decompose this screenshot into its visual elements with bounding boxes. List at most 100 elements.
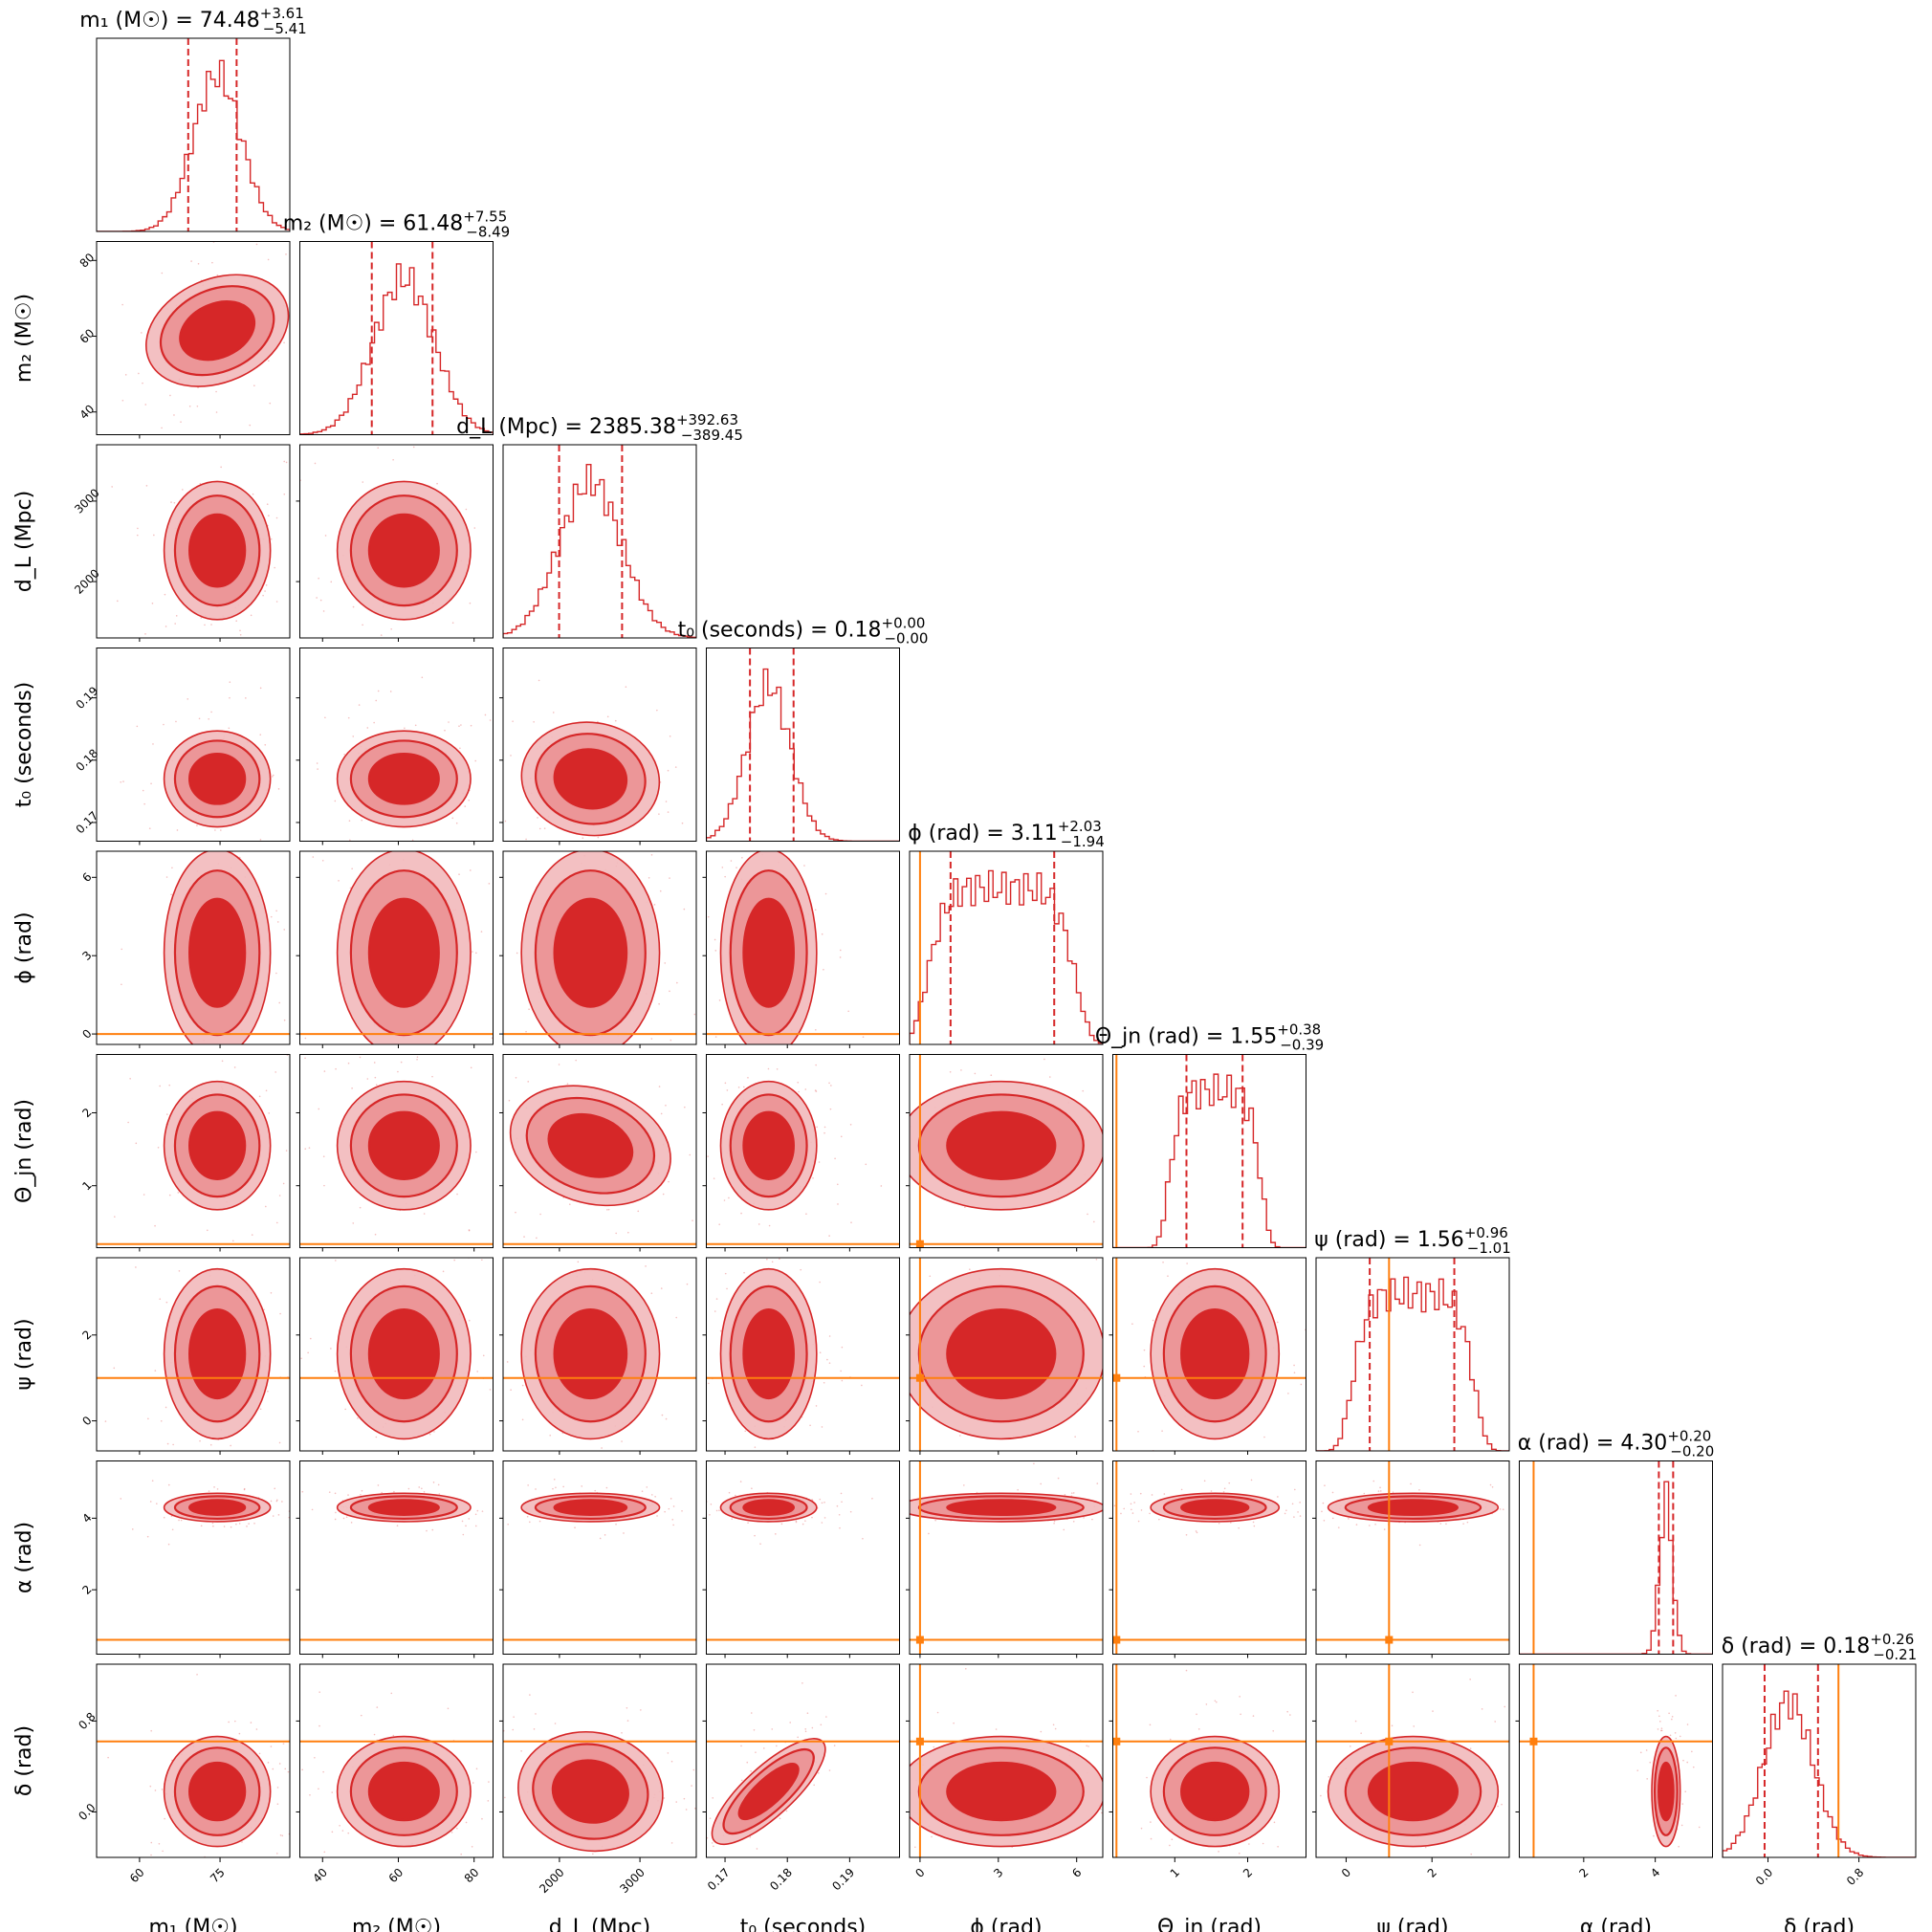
scatter-point [1074, 1436, 1076, 1438]
scatter-point [129, 1077, 131, 1080]
scatter-point [902, 1782, 904, 1784]
scatter-point [456, 1827, 458, 1830]
scatter-point [872, 1861, 874, 1863]
scatter-point [1169, 1844, 1171, 1847]
scatter-point [1649, 1761, 1652, 1764]
panel-alpha-vs-psi [1311, 1460, 1509, 1655]
x-axis-label-theta_jn: Θ_jn (rad) [1157, 1916, 1262, 1932]
scatter-point [621, 1261, 623, 1262]
scatter-point [1108, 1775, 1109, 1777]
scatter-point [309, 771, 311, 773]
scatter-point [1311, 1488, 1313, 1490]
scatter-point [828, 1769, 831, 1771]
scatter-point [1152, 1319, 1154, 1322]
scatter-point [740, 1745, 742, 1747]
scatter-point [165, 1301, 168, 1304]
scatter-point [741, 856, 743, 859]
scatter-point [1053, 1520, 1056, 1523]
scatter-point [516, 817, 517, 819]
scatter-point [171, 867, 173, 869]
scatter-point [1659, 1870, 1661, 1872]
scatter-point [113, 1367, 116, 1370]
scatter-point [1636, 1769, 1639, 1771]
scatter-point [604, 1534, 606, 1536]
scatter-point [712, 1797, 714, 1799]
scatter-point [274, 235, 275, 237]
scatter-point [459, 747, 461, 750]
scatter-point [685, 1212, 687, 1214]
scatter-point [839, 956, 842, 958]
scatter-point [161, 1229, 163, 1231]
scatter-point [974, 1072, 977, 1075]
scatter-point [360, 1714, 362, 1717]
scatter-point [1311, 1837, 1313, 1839]
scatter-point [552, 712, 555, 714]
panel-frame [502, 1257, 697, 1452]
scatter-point [714, 1310, 716, 1312]
scatter-point [1141, 1475, 1143, 1477]
scatter-point [330, 581, 333, 583]
scatter-point [820, 1723, 823, 1726]
scatter-point [1491, 1485, 1494, 1488]
scatter-point [718, 1509, 720, 1512]
scatter-point [250, 1722, 252, 1723]
scatter-point [679, 1454, 681, 1456]
scatter-point [209, 1443, 212, 1446]
scatter-point [759, 1543, 761, 1545]
scatter-point [1462, 1523, 1464, 1525]
scatter-point [1240, 1713, 1241, 1716]
scatter-point [1127, 1518, 1129, 1520]
panel-frame [1519, 1460, 1713, 1655]
scatter-point [1017, 1488, 1019, 1491]
panel-frame [706, 850, 900, 1045]
scatter-point [797, 1736, 799, 1739]
scatter-point [1141, 1501, 1143, 1503]
contour-level-3 [1658, 1761, 1675, 1822]
scatter-point [1418, 1488, 1420, 1491]
scatter-point [533, 721, 535, 723]
scatter-point [1087, 1213, 1088, 1216]
scatter-point [681, 1509, 683, 1512]
scatter-point [867, 1815, 869, 1817]
scatter-point [658, 1086, 661, 1087]
panel-delta-vs-phi [867, 1664, 1103, 1877]
scatter-point [902, 1092, 904, 1094]
scatter-point [243, 1487, 246, 1490]
scatter-point [1130, 1503, 1132, 1505]
scatter-point [507, 1191, 509, 1193]
x-tick-label: 0 [912, 1866, 927, 1880]
scatter-point [1123, 1507, 1126, 1510]
scatter-point [685, 1874, 687, 1876]
scatter-point [685, 828, 687, 830]
scatter-point [702, 1428, 704, 1430]
scatter-point [291, 876, 293, 878]
scatter-point [201, 1046, 203, 1048]
scatter-point [838, 1513, 841, 1516]
scatter-point [871, 1350, 873, 1351]
scatter-point [1469, 1679, 1471, 1680]
scatter-point [849, 1513, 851, 1515]
scatter-point [1410, 1900, 1412, 1902]
scatter-point [455, 822, 458, 824]
scatter-point [949, 1070, 952, 1073]
panel-delta-vs-theta_jn [1108, 1664, 1306, 1857]
truth-marker [915, 1373, 924, 1382]
scatter-point [287, 1770, 290, 1773]
scatter-point [350, 1522, 353, 1524]
scatter-point [1078, 983, 1080, 985]
scatter-point [1679, 1735, 1681, 1738]
scatter-point [306, 1100, 308, 1102]
scatter-point [1100, 1808, 1102, 1811]
scatter-point [270, 1745, 273, 1747]
scatter-point [1299, 1842, 1301, 1844]
scatter-point [162, 1850, 164, 1853]
y-tick-label: 0 [79, 1414, 94, 1428]
scatter-point [744, 1430, 747, 1433]
scatter-point [1262, 1842, 1264, 1845]
scatter-point [828, 1082, 830, 1085]
scatter-point [841, 1379, 844, 1382]
scatter-point [814, 1089, 817, 1091]
scatter-point [423, 1491, 426, 1493]
scatter-point [240, 1241, 242, 1243]
scatter-point [1025, 1875, 1027, 1877]
